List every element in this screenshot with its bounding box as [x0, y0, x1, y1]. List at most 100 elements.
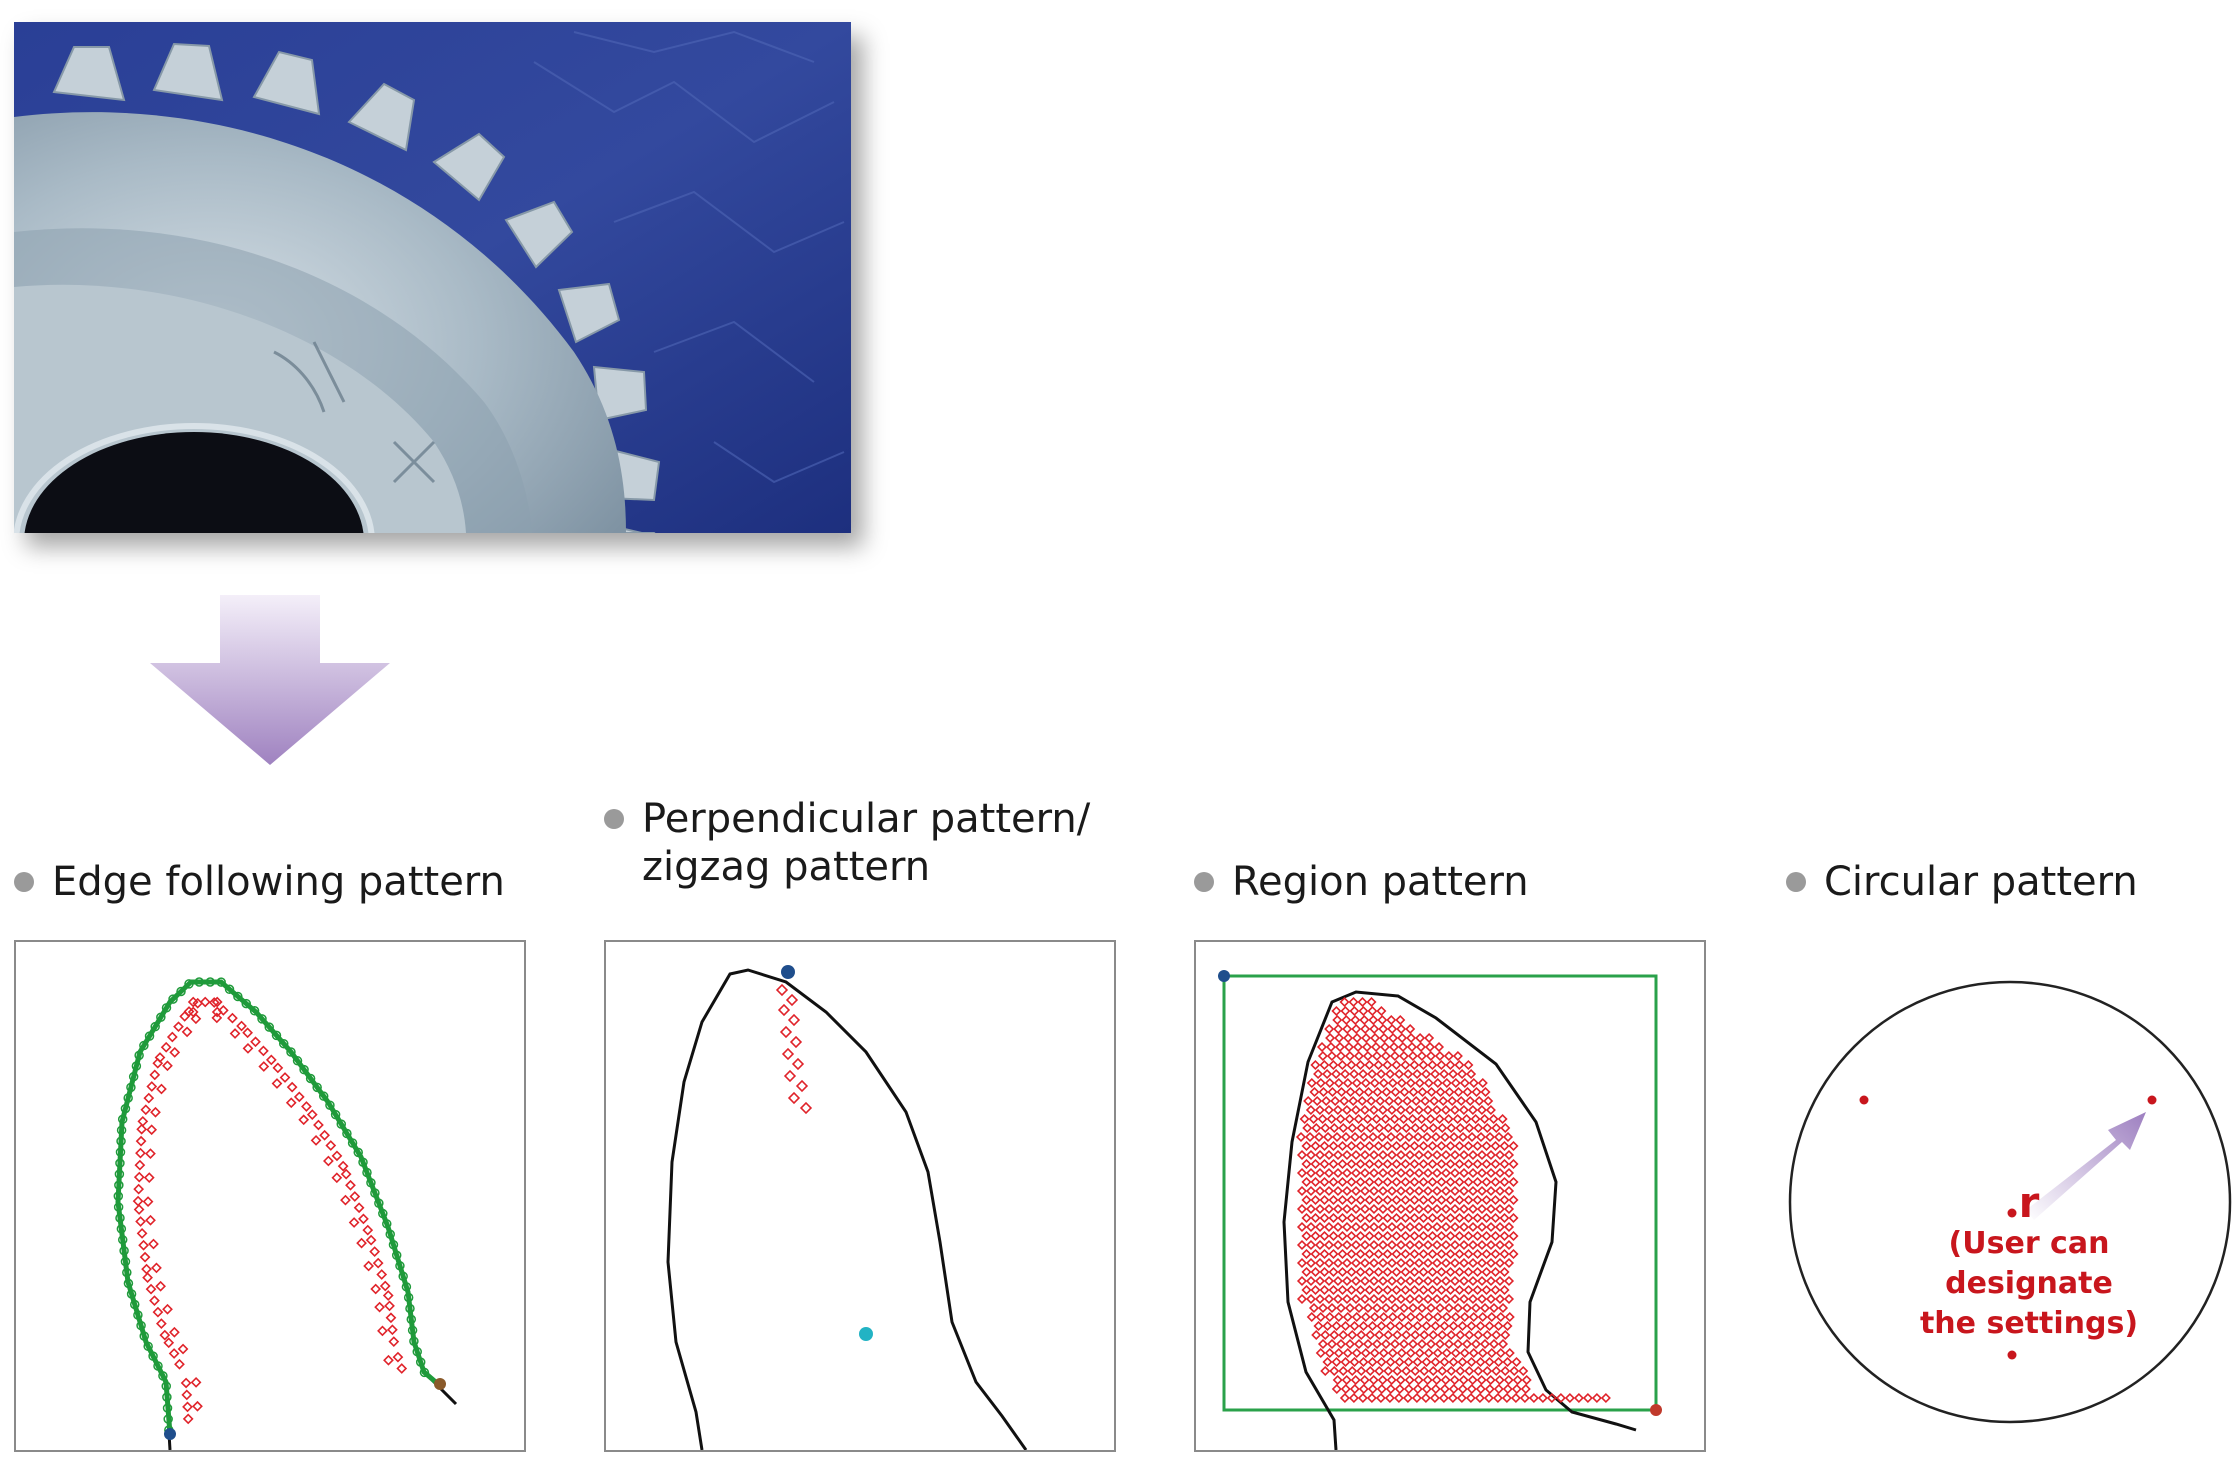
pattern-marker — [1359, 1374, 1370, 1386]
pattern-marker — [1472, 1284, 1483, 1296]
pattern-marker — [1391, 1140, 1402, 1152]
pattern-marker — [310, 1135, 322, 1146]
pattern-marker — [1502, 1131, 1514, 1143]
pattern-marker — [1324, 1077, 1335, 1089]
pattern-marker — [1296, 1293, 1308, 1305]
pattern-marker — [1485, 1185, 1497, 1197]
pattern-marker — [1339, 1392, 1350, 1404]
pattern-marker — [1499, 1140, 1510, 1152]
pattern-marker — [1485, 1239, 1497, 1251]
pattern-marker — [1413, 1257, 1425, 1269]
pattern-marker — [1391, 1176, 1402, 1188]
label-text: Region pattern — [1232, 859, 1529, 905]
pattern-marker — [145, 1148, 156, 1160]
pattern-marker — [1467, 1275, 1479, 1287]
pattern-marker — [1454, 1176, 1465, 1188]
pattern-marker — [1422, 1293, 1434, 1305]
pattern-marker — [1322, 1356, 1333, 1368]
pattern-marker — [1396, 1311, 1407, 1323]
pattern-marker — [1436, 1284, 1447, 1296]
pattern-marker — [1319, 1248, 1330, 1260]
pattern-marker — [1467, 1149, 1479, 1161]
pattern-marker — [156, 1083, 167, 1095]
pattern-marker — [1355, 1059, 1366, 1071]
edge-point — [162, 1392, 172, 1402]
pattern-marker — [1388, 1032, 1399, 1044]
edge-point — [342, 1128, 352, 1139]
pattern-marker — [1353, 1050, 1364, 1062]
pattern-marker — [286, 1081, 298, 1093]
pattern-marker — [1328, 1140, 1339, 1152]
pattern-marker — [1406, 1041, 1418, 1053]
pattern-marker — [1440, 1257, 1452, 1269]
pattern-marker — [1359, 1257, 1371, 1269]
pattern-marker — [325, 1140, 337, 1151]
pattern-marker — [1332, 1221, 1344, 1233]
pattern-marker — [1412, 1068, 1423, 1080]
pattern-marker — [1319, 1230, 1330, 1242]
pattern-marker — [1465, 1392, 1476, 1404]
pattern-marker — [1437, 1122, 1448, 1134]
pattern-marker — [1310, 1059, 1321, 1071]
pattern-marker — [1467, 1104, 1478, 1116]
pattern-marker — [1416, 1338, 1428, 1350]
pattern-marker — [783, 1069, 797, 1083]
edge-point — [233, 991, 243, 1002]
pattern-marker — [1464, 1365, 1475, 1377]
pattern-marker — [141, 1263, 152, 1275]
pattern-marker — [1344, 1050, 1355, 1062]
pattern-marker — [1481, 1140, 1492, 1152]
pattern-marker — [1331, 1320, 1342, 1332]
pattern-marker — [1477, 1311, 1488, 1323]
pattern-marker — [369, 1246, 381, 1257]
pattern-marker — [1485, 1167, 1497, 1179]
pattern-marker — [143, 1092, 155, 1104]
pattern-marker — [182, 1401, 193, 1413]
pattern-marker — [1296, 1239, 1308, 1251]
pattern-marker — [1485, 1149, 1497, 1161]
pattern-marker — [1486, 1347, 1497, 1359]
pattern-marker — [1449, 1221, 1461, 1233]
pattern-marker — [1350, 1149, 1362, 1161]
pattern-marker — [1432, 1311, 1443, 1323]
label-line-2: zigzag pattern — [642, 844, 931, 890]
pattern-marker — [1476, 1104, 1487, 1116]
pattern-marker — [1492, 1392, 1503, 1404]
pattern-marker — [331, 1172, 343, 1184]
pattern-marker — [384, 1300, 395, 1312]
pattern-marker — [1494, 1257, 1506, 1269]
pattern-marker — [1518, 1365, 1529, 1377]
pattern-marker — [1467, 1221, 1479, 1233]
pattern-marker — [190, 1376, 202, 1388]
pattern-marker — [1332, 1374, 1343, 1386]
edge-point — [115, 1158, 125, 1168]
pattern-marker — [1310, 1158, 1321, 1170]
pattern-marker — [1445, 1059, 1456, 1071]
pattern-marker — [1319, 1212, 1330, 1224]
pattern-marker — [358, 1213, 369, 1225]
pattern-marker — [1427, 1140, 1438, 1152]
pattern-marker — [777, 1003, 791, 1017]
pattern-marker — [1409, 1212, 1420, 1224]
pattern-marker — [1314, 1239, 1326, 1251]
pattern-marker — [1457, 1320, 1468, 1332]
edge-point — [398, 1271, 408, 1282]
pattern-marker — [1470, 1113, 1481, 1125]
pattern-marker — [1447, 1095, 1458, 1107]
pattern-marker — [1495, 1311, 1506, 1323]
pattern-marker — [1347, 1122, 1358, 1134]
pattern-marker — [1463, 1176, 1474, 1188]
pattern-marker — [1330, 1095, 1341, 1107]
pattern-marker — [1305, 1167, 1317, 1179]
pattern-marker — [1448, 1320, 1459, 1332]
pattern-marker — [1311, 1122, 1322, 1134]
pattern-marker — [1296, 1167, 1308, 1179]
pattern-marker — [1503, 1149, 1515, 1161]
pattern-marker — [1345, 1086, 1356, 1098]
pattern-marker — [1476, 1257, 1488, 1269]
pattern-marker — [1344, 1302, 1356, 1314]
pattern-marker — [1398, 1113, 1409, 1125]
pattern-marker — [162, 1060, 173, 1072]
pattern-marker — [1439, 1068, 1450, 1080]
pattern-marker — [1422, 1221, 1434, 1233]
